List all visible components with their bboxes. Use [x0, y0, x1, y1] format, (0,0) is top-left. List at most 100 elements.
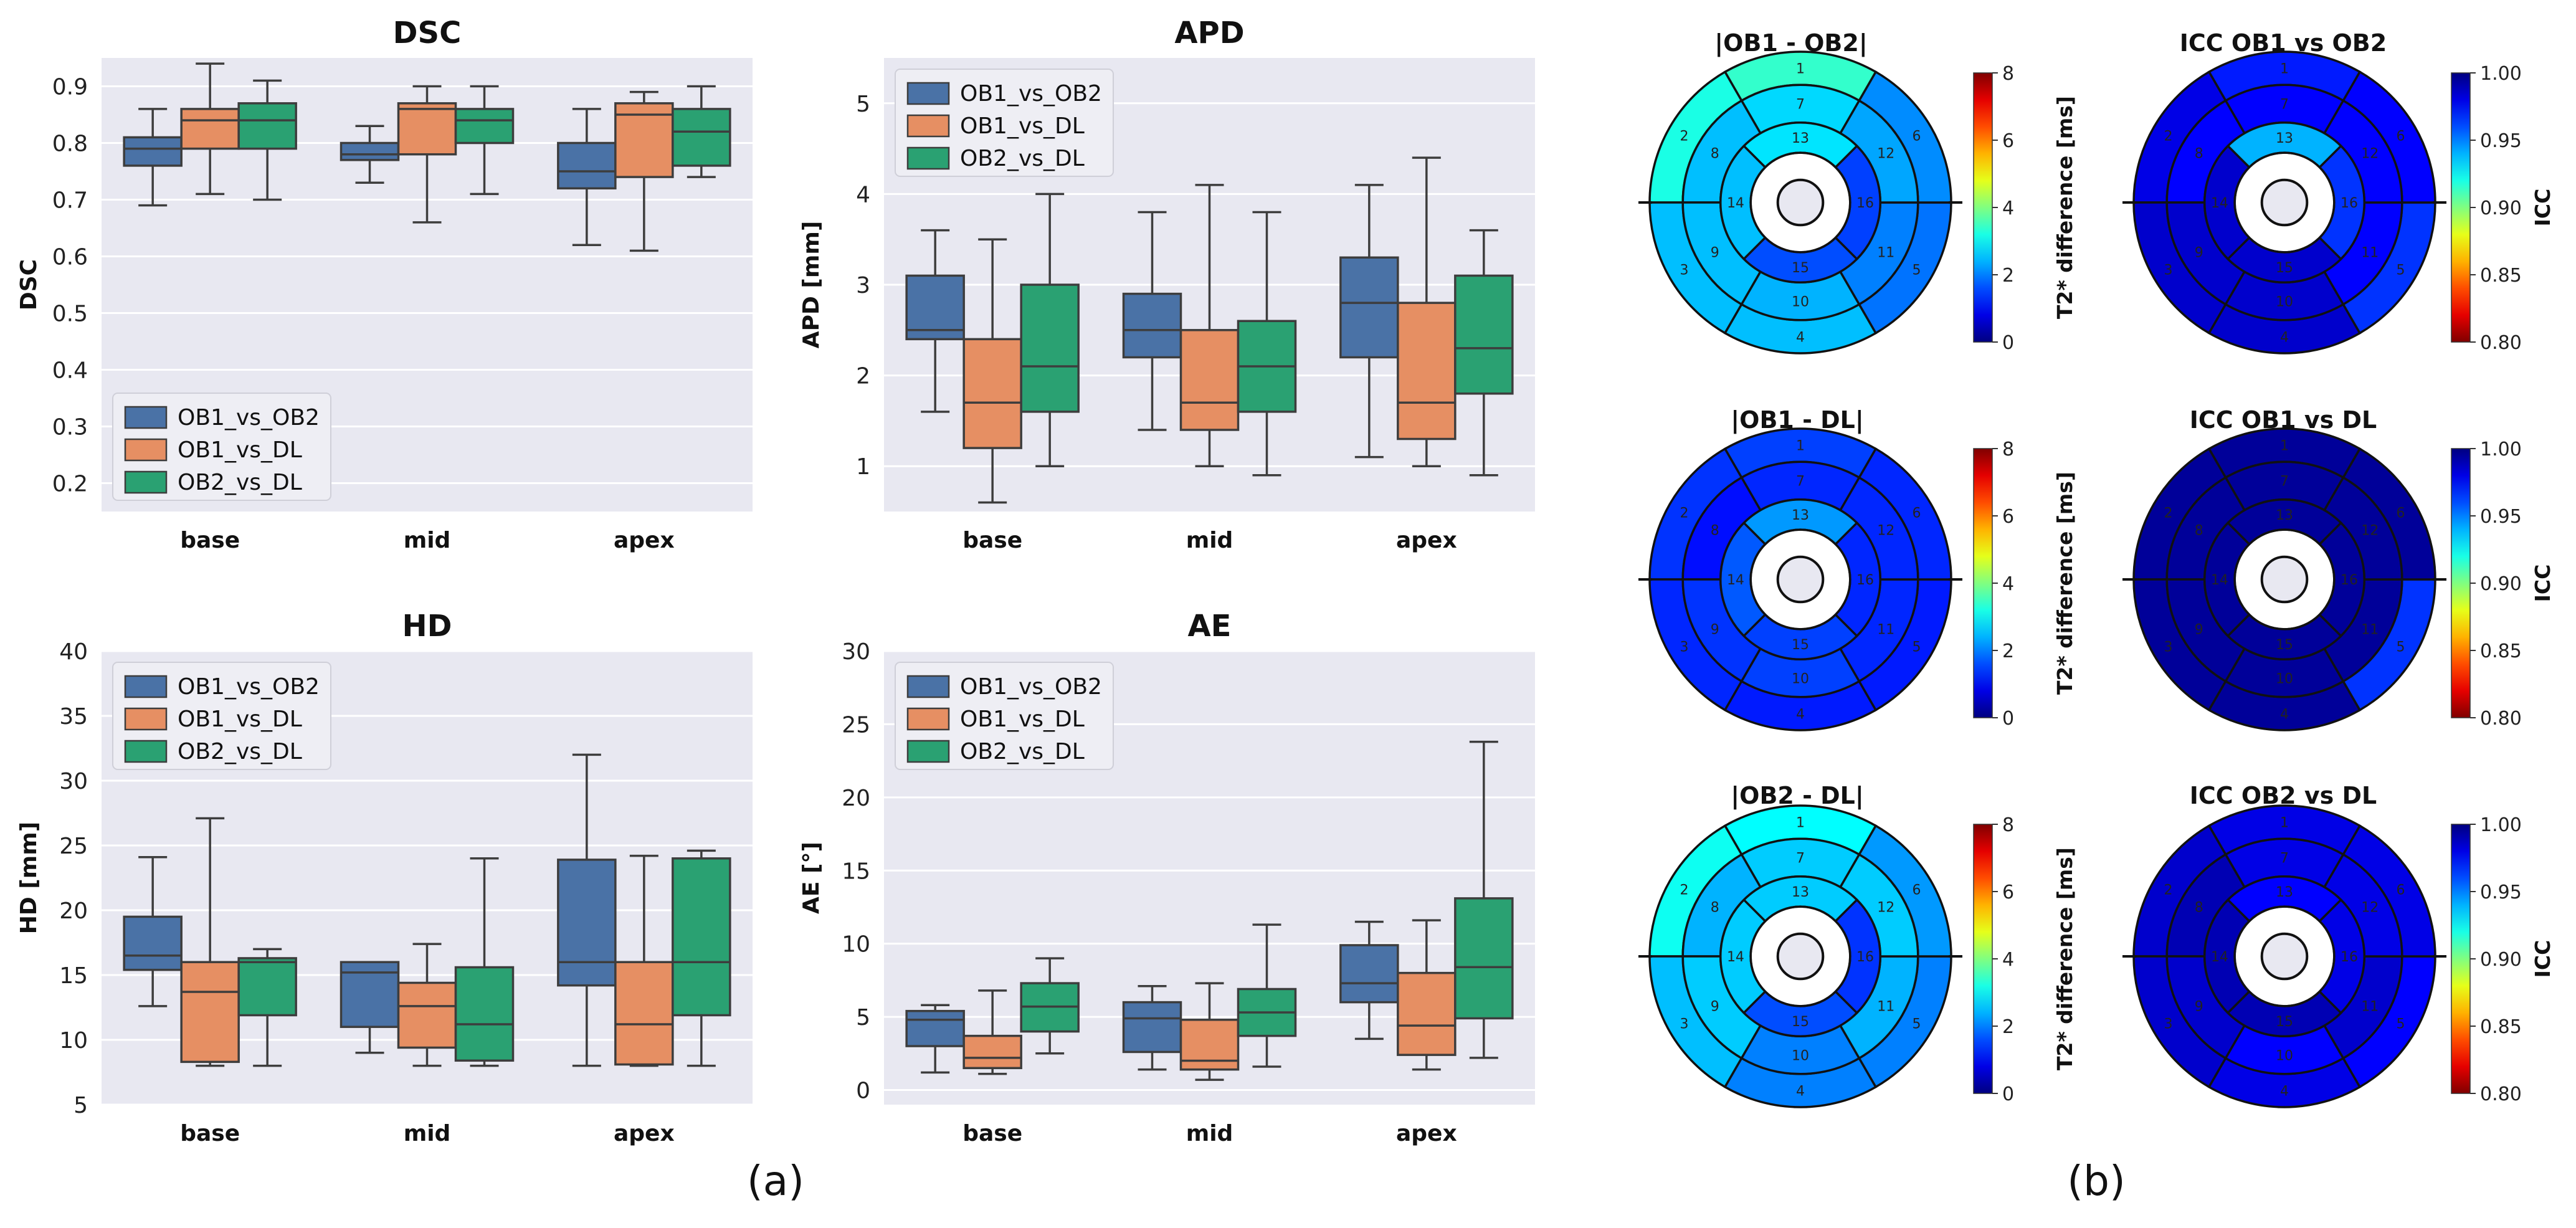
colorbar-label: ICC — [2531, 189, 2555, 227]
colorbar-tick-label: 8 — [2002, 814, 2014, 836]
x-tick-label: base — [962, 528, 1022, 553]
box-OB1_vs_OB2-apex — [1339, 184, 1399, 459]
segment-label: 4 — [1796, 707, 1805, 722]
box-iqr — [1454, 274, 1514, 395]
segment-label: 16 — [2341, 950, 2358, 965]
segment-label: 11 — [2361, 622, 2379, 637]
y-tick-label: 1 — [856, 454, 870, 480]
y-tick-label: 15 — [59, 963, 88, 989]
segment-label: 16 — [2341, 573, 2358, 588]
y-tick-label: 20 — [59, 898, 88, 924]
chart-dsc: 0.2 0.3 0.4 0.5 0.6 0.7 0.8 0.9 DSC DSC base mid ape… — [16, 16, 753, 553]
box-iqr — [454, 966, 515, 1062]
colorbar-label: T2* difference [ms] — [2053, 847, 2077, 1070]
segment-label: 2 — [2164, 505, 2172, 521]
segment-label: 11 — [1877, 999, 1894, 1014]
segment-label: 3 — [2164, 1017, 2172, 1032]
y-tick-label: 3 — [856, 273, 870, 298]
box-iqr — [557, 859, 617, 987]
y-tick-label: 2 — [856, 364, 870, 389]
segment-label: 15 — [2276, 260, 2293, 276]
segment-label: 16 — [2341, 196, 2358, 211]
colorbar-tick-label: 0.80 — [2480, 708, 2522, 730]
colorbar-tick-label: 0.85 — [2480, 1016, 2522, 1038]
colorbar: 0 2 4 6 8 T2* difference [ms] — [1973, 439, 2077, 730]
legend: OB1_vs_OB2 OB1_vs_DL OB2_vs_DL — [895, 662, 1114, 770]
box-iqr — [672, 108, 731, 167]
segment-label: 6 — [1913, 882, 1921, 898]
y-tick-label: 0.9 — [52, 75, 88, 100]
segment-label: 15 — [1792, 1014, 1809, 1030]
legend-swatch — [124, 740, 168, 763]
segment-label: 6 — [1913, 505, 1921, 521]
segment-label: 13 — [1792, 131, 1809, 146]
x-tick-label: mid — [404, 528, 451, 553]
legend-label: OB1_vs_DL — [178, 437, 302, 463]
boxplot-panels: 0.2 0.3 0.4 0.5 0.6 0.7 0.8 0.9 DSC DSC base mid ape… — [16, 16, 1535, 1146]
chart-title: ICC OB1 vs DL — [2190, 406, 2377, 434]
segment-label: 4 — [2280, 707, 2289, 722]
box-OB1_vs_OB2-apex — [1339, 920, 1399, 1040]
segment-label: 1 — [2280, 439, 2289, 454]
panel-label-a: (a) — [747, 1157, 804, 1205]
y-tick-label: 0 — [856, 1078, 870, 1104]
segment-label: 8 — [2195, 900, 2203, 916]
colorbar-tick-label: 2 — [2002, 640, 2014, 662]
segment-label: 14 — [1727, 573, 1744, 588]
colorbar-tick-label: 6 — [2002, 130, 2014, 152]
box-OB2_vs_DL-mid — [454, 857, 515, 1067]
segment-label: 4 — [1796, 1083, 1805, 1099]
segment-label: 9 — [2195, 245, 2203, 260]
box-OB1_vs_OB2-base — [123, 108, 183, 207]
segment-label: 6 — [2397, 882, 2405, 898]
box-iqr — [1179, 1019, 1240, 1071]
colorbar-tick-label: 0.80 — [2480, 1083, 2522, 1105]
ring-boundary — [2233, 151, 2336, 254]
x-tick-label: mid — [1186, 528, 1233, 553]
segment-label: 7 — [2280, 97, 2289, 112]
segment-label: 10 — [2276, 1049, 2293, 1064]
colorbar-tick-label: 0.90 — [2480, 949, 2522, 971]
box-iqr — [1122, 1001, 1182, 1054]
box-iqr — [962, 1034, 1022, 1070]
chart-title: DSC — [393, 16, 462, 50]
segment-label: 7 — [2280, 850, 2289, 866]
legend-swatch — [906, 146, 950, 170]
colorbar-label: ICC — [2531, 940, 2555, 978]
colorbar-tick-label: 8 — [2002, 63, 2014, 85]
y-axis-label: APD [mm] — [799, 221, 824, 349]
box-iqr — [237, 102, 297, 150]
legend-label: OB2_vs_DL — [178, 739, 302, 764]
legend-frame — [895, 662, 1114, 770]
x-tick-label: apex — [614, 1121, 675, 1146]
colorbar: 0.80 0.85 0.90 0.95 1.00 ICC — [2451, 439, 2555, 730]
colorbar: 0.80 0.85 0.90 0.95 1.00 ICC — [2451, 814, 2555, 1105]
legend-swatch — [906, 740, 950, 763]
y-axis-label: HD [mm] — [16, 822, 42, 934]
segment-label: 8 — [2195, 146, 2203, 162]
box-OB1_vs_DL-mid — [1179, 184, 1240, 467]
segment-label: 13 — [1792, 508, 1809, 523]
colorbar: 0 2 4 6 8 T2* difference [ms] — [1973, 63, 2077, 354]
colorbar-bar — [1973, 72, 1993, 343]
x-tick-label: apex — [614, 528, 675, 553]
box-OB1_vs_DL-apex — [1397, 156, 1457, 467]
box-OB1_vs_OB2-base — [905, 1004, 965, 1074]
segment-label: 4 — [1796, 330, 1805, 345]
box-OB1_vs_DL-apex — [614, 90, 674, 252]
segment-label: 9 — [1711, 245, 1719, 260]
y-tick-label: 25 — [59, 834, 88, 859]
segment-label: 2 — [1680, 505, 1688, 521]
colorbar-bar — [2451, 824, 2471, 1094]
segment-label: 13 — [1792, 885, 1809, 900]
colorbar-bar — [2451, 72, 2471, 343]
y-tick-label: 0.8 — [52, 131, 88, 157]
segment-label: 5 — [2397, 263, 2405, 278]
legend: OB1_vs_OB2 OB1_vs_DL OB2_vs_DL — [112, 662, 331, 770]
segment-label: 8 — [2195, 523, 2203, 539]
segment-label: 3 — [2164, 263, 2172, 278]
segment-label: 12 — [2361, 900, 2379, 916]
